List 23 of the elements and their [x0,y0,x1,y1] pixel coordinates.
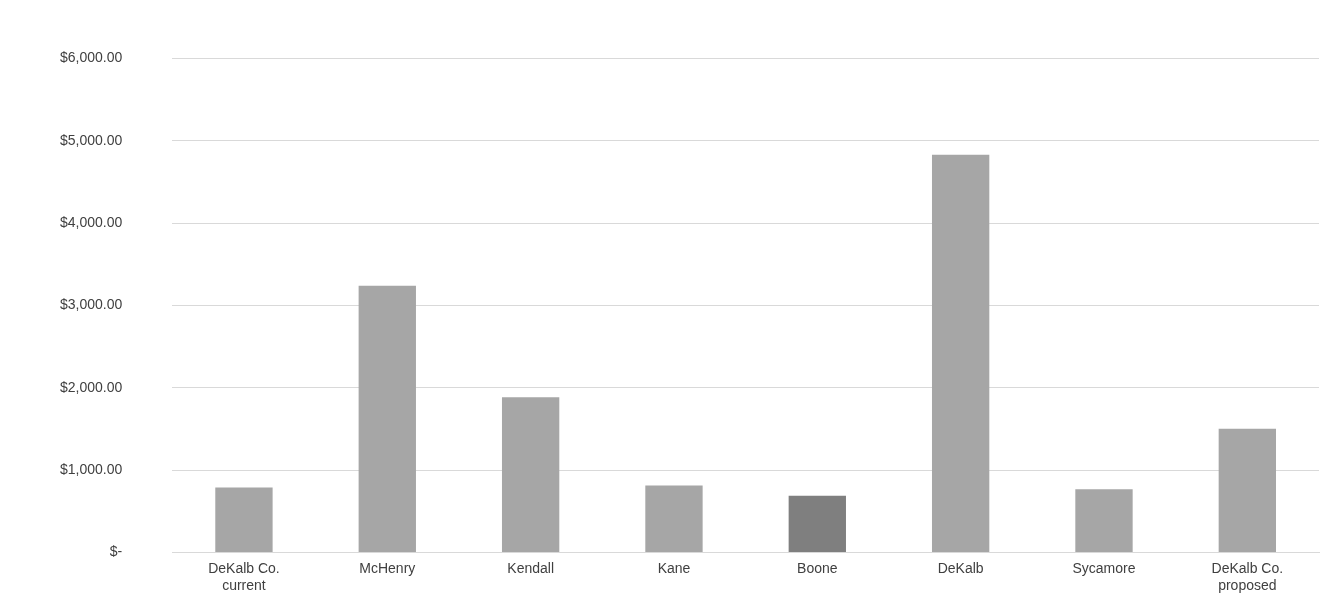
x-tick-label: DeKalb [937,559,984,576]
bar [215,487,273,553]
x-tick-label: Kane [657,559,691,576]
bar [358,285,416,553]
y-tick-label: $4,000.00 [59,213,123,230]
x-tick-label: DeKalb Co. current [208,559,280,593]
y-tick-label: $5,000.00 [59,131,123,148]
x-tick-label: DeKalb Co. proposed [1211,559,1284,593]
bar [931,154,990,553]
x-tick-label: Sycamore [1072,559,1136,576]
x-tick-label: McHenry [359,559,416,576]
bar [1075,489,1133,553]
bar [788,495,846,553]
y-tick-label: $2,000.00 [59,378,123,395]
y-tick-label: $6,000.00 [59,49,123,66]
y-tick-label: $- [109,543,123,560]
x-tick-label: Boone [797,559,838,576]
y-tick-label: $3,000.00 [59,296,123,313]
bar [1218,428,1276,553]
bar [501,397,560,553]
bar [645,485,703,553]
x-tick-label: Kendall [507,559,554,576]
y-tick-label: $1,000.00 [59,461,123,478]
